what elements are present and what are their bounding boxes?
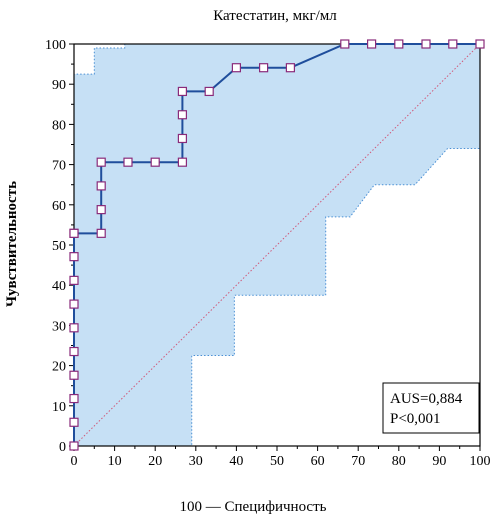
roc-point	[475, 39, 485, 49]
annotation-box	[382, 382, 480, 434]
x-tick-label: 90	[432, 454, 446, 469]
roc-point	[96, 157, 106, 167]
x-tick-label: 0	[71, 454, 78, 469]
roc-point	[69, 299, 79, 309]
x-tick-label: 10	[108, 454, 122, 469]
roc-point	[96, 181, 106, 191]
x-tick-label: 80	[392, 454, 406, 469]
y-tick-label: 100	[45, 38, 66, 53]
roc-point	[177, 110, 188, 120]
x-axis-ticks: 0 10 20 30 40 50 60 70 80 90 100	[71, 446, 491, 469]
auc-annotation: AUS=0,884 P<0,001	[382, 382, 480, 434]
chart-title: Катестатин, мкг/мл	[213, 8, 337, 24]
y-tick-label: 60	[52, 199, 66, 214]
y-axis-label: Чувствительность	[4, 181, 20, 307]
roc-point	[177, 133, 188, 144]
y-tick-label: 10	[52, 400, 66, 415]
y-tick-label: 50	[52, 239, 66, 254]
roc-point	[69, 441, 79, 451]
x-tick-label: 50	[270, 454, 284, 469]
roc-point	[69, 228, 79, 238]
y-tick-label: 80	[52, 118, 66, 133]
roc-point	[421, 39, 431, 49]
roc-point	[69, 323, 79, 333]
roc-point	[69, 275, 79, 285]
roc-point	[150, 157, 160, 167]
y-axis-ticks: 0 10 20 30 40 50 60 70 80 90 100	[45, 38, 74, 455]
roc-point	[204, 86, 214, 97]
roc-point	[177, 86, 188, 97]
reference-diagonal	[73, 43, 481, 447]
roc-point	[69, 417, 79, 427]
roc-point	[69, 393, 79, 404]
x-tick-label: 100	[470, 454, 491, 469]
ci-area	[74, 44, 480, 446]
y-tick-label: 0	[59, 440, 66, 455]
roc-markers	[69, 39, 485, 451]
x-tick-label: 60	[311, 454, 325, 469]
y-tick-label: 70	[52, 159, 66, 174]
roc-point	[340, 39, 350, 49]
x-axis-label: 100 — Специфичность	[180, 499, 327, 515]
roc-point	[123, 157, 133, 167]
y-tick-label: 40	[52, 279, 66, 294]
roc-point	[394, 39, 404, 49]
roc-point	[96, 205, 106, 215]
roc-point	[366, 39, 377, 49]
roc-point	[448, 39, 458, 49]
x-tick-label: 70	[351, 454, 365, 469]
roc-point	[69, 346, 79, 357]
ci-lower-edge	[74, 148, 480, 447]
x-tick-label: 30	[189, 454, 203, 469]
y-tick-label: 90	[52, 78, 66, 93]
roc-point	[259, 63, 269, 73]
roc-point	[69, 252, 79, 262]
x-tick-label: 40	[229, 454, 243, 469]
roc-point	[177, 157, 188, 167]
y-tick-label: 20	[52, 360, 66, 375]
p-value: P<0,001	[390, 411, 441, 427]
y-tick-label: 30	[52, 319, 66, 334]
x-tick-label: 20	[148, 454, 162, 469]
roc-point	[231, 63, 241, 73]
roc-point	[96, 228, 106, 238]
auc-value: AUS=0,884	[390, 391, 463, 407]
roc-point	[285, 63, 295, 73]
roc-point	[69, 370, 79, 380]
